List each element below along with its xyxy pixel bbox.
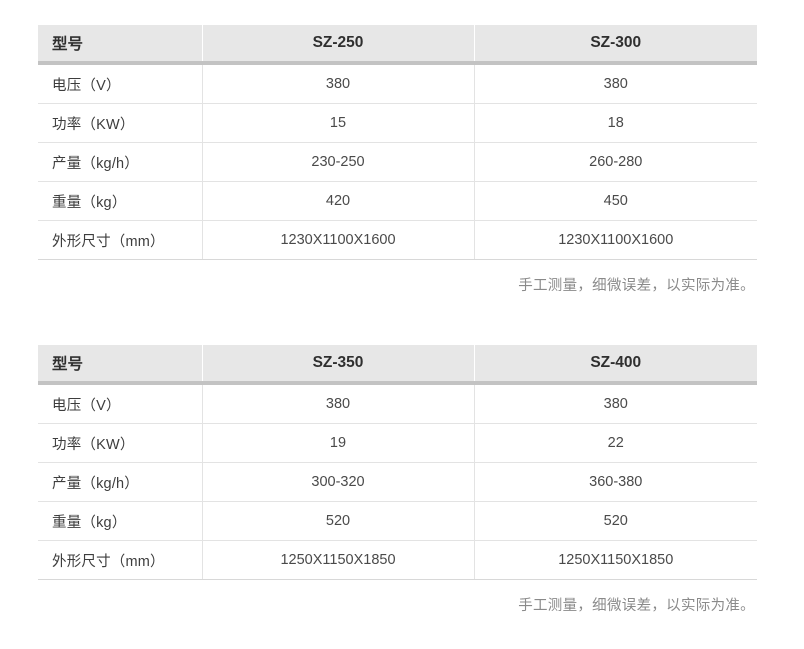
table-row: 外形尺寸（mm） 1230X1100X1600 1230X1100X1600 — [38, 220, 757, 260]
table-row: 外形尺寸（mm） 1250X1150X1850 1250X1150X1850 — [38, 540, 757, 580]
row-label-capacity: 产量（kg/h） — [38, 142, 203, 182]
cell-power-1: 15 — [202, 103, 475, 143]
table-row: 重量（kg） 520 520 — [38, 501, 757, 541]
spec-table-2-head: 型号 SZ-350 SZ-400 — [38, 345, 757, 385]
header-cell-model: 型号 — [38, 25, 203, 65]
row-label-voltage: 电压（V） — [38, 63, 203, 104]
measurement-note-2: 手工测量，细微误差，以实际为准。 — [518, 598, 755, 614]
cell-capacity-1: 230-250 — [202, 142, 475, 182]
header-cell-model-2: SZ-300 — [474, 25, 757, 65]
row-label-capacity: 产量（kg/h） — [38, 462, 203, 502]
cell-capacity-2: 360-380 — [474, 462, 757, 502]
cell-voltage-2: 380 — [474, 63, 757, 104]
spec-block-2: 型号 SZ-350 SZ-400 电压（V） 380 380 功率（KW） 19… — [38, 345, 757, 615]
header-cell-model-2: SZ-400 — [474, 345, 757, 385]
cell-weight-2: 520 — [474, 501, 757, 541]
cell-power-2: 18 — [474, 103, 757, 143]
cell-dimensions-2: 1230X1100X1600 — [474, 220, 757, 260]
table-header-row: 型号 SZ-250 SZ-300 — [38, 25, 757, 65]
cell-voltage-1: 380 — [202, 63, 475, 104]
header-cell-model: 型号 — [38, 345, 203, 385]
table-row: 产量（kg/h） 230-250 260-280 — [38, 142, 757, 182]
row-label-weight: 重量（kg） — [38, 501, 203, 541]
spec-table-2: 型号 SZ-350 SZ-400 电压（V） 380 380 功率（KW） 19… — [38, 345, 757, 580]
table-row: 电压（V） 380 380 — [38, 63, 757, 104]
table-row: 功率（KW） 19 22 — [38, 423, 757, 463]
cell-voltage-1: 380 — [202, 383, 475, 424]
cell-capacity-2: 260-280 — [474, 142, 757, 182]
table-row: 重量（kg） 420 450 — [38, 181, 757, 221]
table-row: 功率（KW） 15 18 — [38, 103, 757, 143]
header-cell-model-1: SZ-250 — [202, 25, 475, 65]
cell-dimensions-2: 1250X1150X1850 — [474, 540, 757, 580]
cell-weight-1: 420 — [202, 181, 475, 221]
row-label-dimensions: 外形尺寸（mm） — [38, 540, 203, 580]
cell-dimensions-1: 1230X1100X1600 — [202, 220, 475, 260]
cell-weight-2: 450 — [474, 181, 757, 221]
table-header-row: 型号 SZ-350 SZ-400 — [38, 345, 757, 385]
row-label-dimensions: 外形尺寸（mm） — [38, 220, 203, 260]
row-label-weight: 重量（kg） — [38, 181, 203, 221]
spec-block-1: 型号 SZ-250 SZ-300 电压（V） 380 380 功率（KW） 15… — [38, 25, 757, 295]
measurement-note-1: 手工测量，细微误差，以实际为准。 — [518, 278, 755, 294]
spec-table-1: 型号 SZ-250 SZ-300 电压（V） 380 380 功率（KW） 15… — [38, 25, 757, 260]
spec-table-1-head: 型号 SZ-250 SZ-300 — [38, 25, 757, 65]
cell-voltage-2: 380 — [474, 383, 757, 424]
table-row: 产量（kg/h） 300-320 360-380 — [38, 462, 757, 502]
spec-table-2-body: 电压（V） 380 380 功率（KW） 19 22 产量（kg/h） 300-… — [38, 383, 757, 580]
cell-capacity-1: 300-320 — [202, 462, 475, 502]
spec-table-1-body: 电压（V） 380 380 功率（KW） 15 18 产量（kg/h） 230-… — [38, 63, 757, 260]
header-cell-model-1: SZ-350 — [202, 345, 475, 385]
row-label-power: 功率（KW） — [38, 423, 203, 463]
table-row: 电压（V） 380 380 — [38, 383, 757, 424]
row-label-power: 功率（KW） — [38, 103, 203, 143]
cell-weight-1: 520 — [202, 501, 475, 541]
cell-power-1: 19 — [202, 423, 475, 463]
row-label-voltage: 电压（V） — [38, 383, 203, 424]
cell-power-2: 22 — [474, 423, 757, 463]
cell-dimensions-1: 1250X1150X1850 — [202, 540, 475, 580]
